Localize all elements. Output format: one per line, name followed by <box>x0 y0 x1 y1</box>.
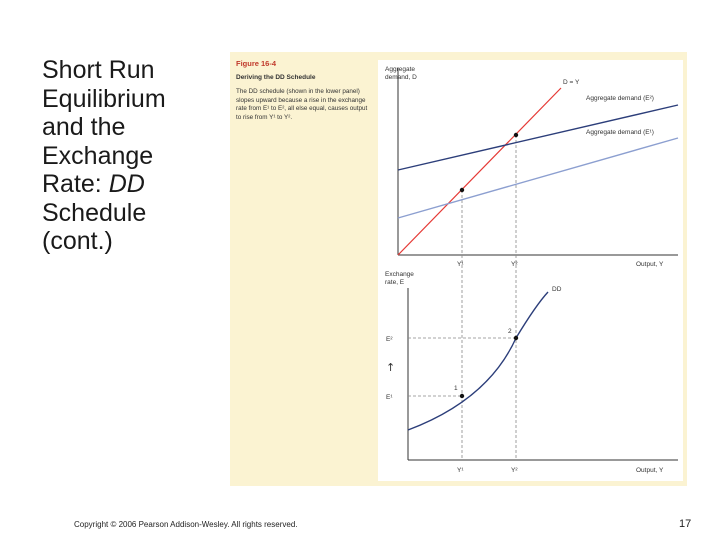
slide-title: Short Run Equilibrium and the Exchange R… <box>42 56 217 256</box>
lower-ylabel-1: Exchange <box>385 271 414 278</box>
chart-area: Aggregate demand, D D = Y Aggregate dema… <box>378 60 683 481</box>
point-upper-2 <box>513 132 519 138</box>
lower-xlabel: Output, Y <box>636 467 664 474</box>
upper-tick-y1: Y¹ <box>457 261 464 268</box>
title-line-2: Equilibrium <box>42 84 166 113</box>
label-ad-e2: Aggregate demand (E²) <box>586 95 654 102</box>
title-line-7: (cont.) <box>42 227 113 255</box>
label-ad-e1: Aggregate demand (E¹) <box>586 129 654 136</box>
tick-e2: E² <box>386 336 393 343</box>
title-line-1: Short Run <box>42 56 155 84</box>
point-label-1: 1 <box>454 385 458 392</box>
copyright-footer: Copyright © 2006 Pearson Addison-Wesley.… <box>74 520 298 529</box>
point-lower-1 <box>459 393 465 399</box>
line-ad-e2 <box>397 104 679 171</box>
title-line-4: Exchange <box>42 141 154 170</box>
line-d-equals-y <box>397 87 562 256</box>
diagram-svg: Aggregate demand, D D = Y Aggregate dema… <box>385 66 679 474</box>
lower-ylabel-2: rate, E <box>385 279 405 286</box>
upper-xlabel: Output, Y <box>636 261 664 268</box>
page-number: 17 <box>679 518 692 530</box>
upper-ylabel-2: demand, D <box>385 74 417 81</box>
figure-caption: The DD schedule (shown in the lower pane… <box>236 88 368 121</box>
line-ad-e1 <box>397 137 679 219</box>
dd-curve <box>407 291 549 431</box>
lower-tick-y1: Y¹ <box>457 467 464 474</box>
figure-number: Figure 16-4 <box>236 59 277 68</box>
label-d-equals-y: D = Y <box>563 79 580 86</box>
lower-tick-y2: Y² <box>511 467 518 474</box>
tick-e1: E¹ <box>386 394 393 401</box>
point-upper-1 <box>459 187 465 193</box>
figure-title: Deriving the DD Schedule <box>236 74 316 81</box>
title-line-6: Schedule <box>42 198 147 227</box>
label-dd: DD <box>552 286 562 293</box>
upper-ylabel-1: Aggregate <box>385 66 415 73</box>
up-arrow-icon: ↑ <box>386 361 395 374</box>
title-line-3: and the <box>42 113 126 141</box>
title-rate-text: Rate: <box>42 170 109 198</box>
title-line-5: Rate: DD <box>42 170 217 199</box>
upper-tick-y2: Y² <box>511 261 518 268</box>
point-lower-2 <box>513 335 519 341</box>
point-label-2: 2 <box>508 328 512 335</box>
figure-panel: Figure 16-4 Deriving the DD Schedule The… <box>230 52 687 486</box>
title-dd-text: DD <box>108 170 145 198</box>
